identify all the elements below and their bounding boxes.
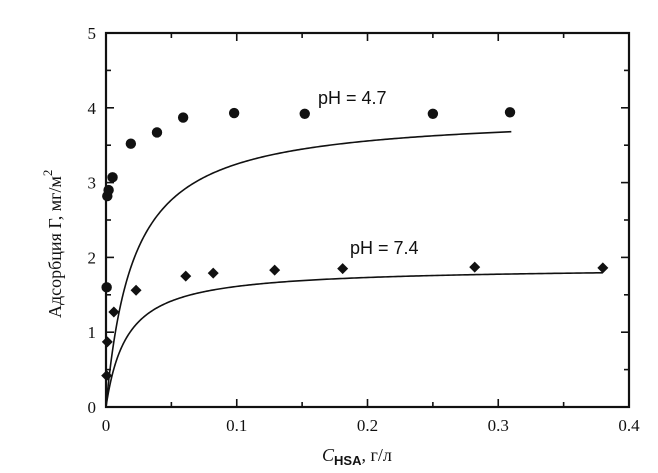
y-tick-label: 3 xyxy=(88,174,97,193)
series-label-ph-7-4: pH = 7.4 xyxy=(350,238,419,258)
y-tick-label: 0 xyxy=(88,398,97,417)
data-point-diamond xyxy=(101,336,113,348)
data-point-diamond xyxy=(180,270,192,282)
x-axis-title: CHSA, г/л xyxy=(322,445,392,468)
y-tick-label: 1 xyxy=(88,323,97,342)
data-point-circle xyxy=(299,108,310,119)
data-point-diamond xyxy=(207,267,219,279)
data-point-circle xyxy=(125,138,137,149)
y-axis-superscript: 2 xyxy=(40,170,55,177)
x-tick-label: 0.3 xyxy=(488,416,509,435)
y-axis-title: Адсорбция Г, мг/м2 xyxy=(40,170,65,318)
data-point-circle xyxy=(177,112,189,123)
x-axis-subscript: HSA xyxy=(334,453,362,468)
data-point-circle xyxy=(427,108,439,119)
y-tick-label: 5 xyxy=(88,24,97,43)
data-point-diamond xyxy=(269,264,281,276)
data-point-diamond xyxy=(597,262,609,274)
x-tick-label: 0 xyxy=(102,416,111,435)
data-point-diamond xyxy=(130,284,142,296)
data-point-diamond xyxy=(469,261,481,273)
axis-ticks xyxy=(105,32,630,408)
fit-curve-series-1 xyxy=(105,130,512,408)
fit-curve-series-2 xyxy=(105,271,603,408)
data-point-circle xyxy=(228,107,240,119)
series-label-ph-4-7: pH = 4.7 xyxy=(318,88,387,108)
x-axis-unit: , г/л xyxy=(361,445,391,465)
x-tick-label: 0.2 xyxy=(357,416,378,435)
x-axis-symbol: C xyxy=(322,445,335,465)
y-axis-label-text: Адсорбция Г, мг/м xyxy=(45,176,65,318)
data-point-circle xyxy=(504,107,516,118)
data-point-diamond xyxy=(108,306,120,318)
data-point-circle xyxy=(103,184,114,196)
y-tick-label: 2 xyxy=(88,248,97,267)
y-tick-label: 4 xyxy=(88,99,97,118)
data-point-diamond xyxy=(337,263,349,275)
data-markers xyxy=(101,107,609,382)
data-point-circle xyxy=(101,282,112,293)
data-point-circle xyxy=(107,172,118,183)
data-point-circle xyxy=(151,127,163,138)
x-tick-label: 0.4 xyxy=(618,416,640,435)
data-point-diamond xyxy=(101,370,113,382)
x-tick-label: 0.1 xyxy=(226,416,247,435)
fit-curves xyxy=(105,130,603,408)
tick-labels: 0 0.1 0.2 0.3 0.4 0 1 2 3 4 5 xyxy=(88,24,641,435)
